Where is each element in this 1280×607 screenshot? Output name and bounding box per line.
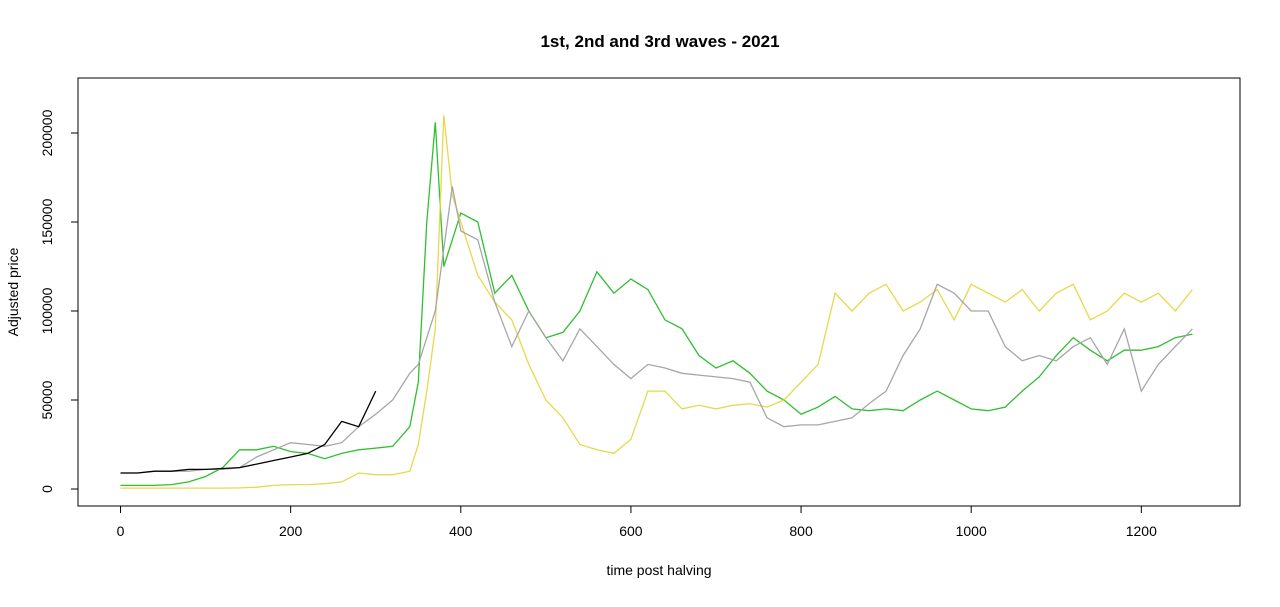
series-line — [120, 115, 1193, 489]
y-tick-label: 150000 — [39, 198, 55, 245]
x-tick-label: 1000 — [956, 523, 987, 539]
x-tick-label: 600 — [619, 523, 643, 539]
x-tick-label: 400 — [449, 523, 473, 539]
series-line — [120, 122, 1193, 487]
y-tick-label: 100000 — [39, 287, 55, 334]
y-tick-label: 0 — [39, 485, 55, 493]
series-line — [120, 390, 377, 474]
plot-frame — [77, 77, 1241, 507]
x-tick-label: 200 — [279, 523, 303, 539]
x-tick-label: 800 — [789, 523, 813, 539]
x-tick-label: 1200 — [1126, 523, 1157, 539]
y-tick-label: 50000 — [39, 380, 55, 419]
y-axis-label: Adjusted price — [5, 247, 21, 336]
chart-title: 1st, 2nd and 3rd waves - 2021 — [540, 32, 779, 51]
series-line — [120, 186, 1193, 474]
x-axis-label: time post halving — [606, 562, 711, 578]
y-tick-label: 200000 — [39, 109, 55, 156]
x-tick-label: 0 — [117, 523, 125, 539]
